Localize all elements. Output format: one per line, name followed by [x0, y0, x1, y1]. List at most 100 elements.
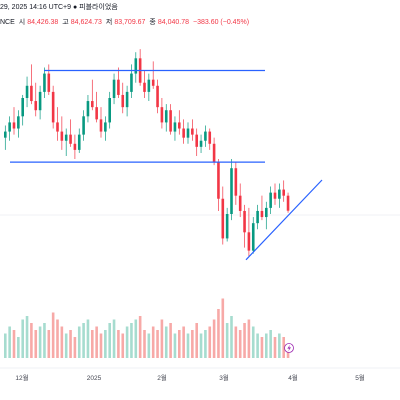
candle-body — [169, 110, 172, 132]
volume-bar — [182, 326, 185, 358]
candle-body — [104, 122, 107, 132]
volume-bar — [256, 333, 259, 358]
volume-bar — [217, 309, 220, 358]
candle-body — [112, 79, 116, 98]
candle-body — [64, 134, 68, 141]
candle-body — [191, 128, 194, 135]
lightning-icon[interactable] — [284, 343, 294, 353]
candle-body — [286, 195, 290, 211]
volume-bar — [8, 326, 11, 358]
trendline-rising-support[interactable] — [245, 179, 323, 261]
candle-body — [217, 162, 220, 199]
candle-body — [117, 79, 120, 95]
candle-body — [243, 210, 246, 233]
volume-bar — [234, 326, 238, 358]
volume-bar — [247, 319, 251, 358]
volume-bar — [160, 319, 164, 358]
volume-bar — [199, 333, 203, 358]
volume-bar — [125, 326, 129, 358]
candle-body — [173, 122, 177, 132]
volume-bar — [130, 323, 133, 358]
open-label: 시 — [18, 19, 26, 26]
volume-bar — [64, 333, 68, 358]
volume-bar — [51, 312, 55, 358]
volume-bar — [12, 330, 16, 358]
volume-bar — [273, 337, 277, 358]
volume-bar — [30, 323, 33, 358]
candle-body — [51, 91, 55, 123]
volume-bar — [82, 323, 85, 358]
candle-body — [125, 91, 129, 108]
volume-bar — [34, 330, 38, 358]
volume-bar — [99, 333, 103, 358]
low-label: 저 — [105, 19, 113, 26]
volume-bar — [191, 330, 194, 358]
candle-body — [182, 128, 185, 138]
candle-body — [269, 192, 272, 208]
candle-body — [251, 223, 255, 251]
volume-bar — [208, 326, 212, 358]
ohlc-legend: NCE 시 84,426.38 고 84,624.73 저 83,709.67 종 84… — [0, 17, 251, 27]
x-tick-label: 12월 — [15, 373, 28, 382]
change-value: −383.60 (−0.45%) — [192, 19, 250, 26]
candle-body — [38, 91, 42, 111]
volume-bar — [225, 323, 229, 358]
volume-bar — [108, 323, 111, 358]
volume-bar — [21, 319, 24, 358]
candle-body — [186, 128, 190, 138]
candle-body — [260, 210, 264, 218]
candle-body — [91, 101, 94, 108]
volume-bar — [47, 330, 51, 358]
candle-body — [278, 189, 281, 199]
candle-body — [230, 168, 233, 214]
datetime-label: 29, 2025 14:16 UTC+9 — [0, 4, 72, 11]
volume-bar — [38, 326, 42, 358]
volume-bar — [134, 319, 138, 358]
high-value: 84,624.73 — [70, 19, 102, 26]
x-tick-label: 4월 — [288, 373, 298, 382]
candle-body — [195, 134, 198, 147]
volume-bar — [86, 319, 90, 358]
volume-bar — [169, 323, 172, 358]
volume-bar — [212, 319, 216, 358]
volume-bar — [269, 330, 272, 358]
volume-bar — [138, 316, 142, 358]
volume-bar — [60, 326, 64, 358]
candle-body — [273, 192, 277, 199]
time-axis: 12월 2025 2월 3월 4월 5월 — [15, 373, 364, 382]
volume-bar — [69, 330, 72, 358]
candle-body — [73, 143, 77, 150]
volume-bar — [230, 316, 233, 358]
candle-body — [4, 131, 7, 138]
volume-bar — [260, 337, 264, 358]
volume-bar — [173, 333, 177, 358]
volume-bar — [95, 326, 98, 358]
x-tick-label: 5월 — [355, 373, 365, 382]
high-label: 고 — [62, 19, 69, 26]
candle-body — [121, 94, 125, 108]
candle-body — [21, 98, 24, 117]
close-label: 종 — [149, 19, 156, 26]
candle-body — [134, 58, 138, 74]
candle-body — [164, 110, 168, 123]
volume-bar — [195, 323, 198, 358]
candle-body — [69, 134, 72, 144]
candle-body — [234, 168, 238, 196]
candle-body — [160, 107, 164, 123]
candle-body — [247, 232, 251, 251]
volume-bar — [251, 326, 255, 358]
volume-bar — [178, 330, 181, 358]
candle-body — [8, 122, 11, 132]
volume-bar — [17, 337, 20, 358]
volume-layer — [4, 298, 290, 358]
volume-bar — [25, 316, 29, 358]
volume-bar — [143, 330, 146, 358]
low-value: 83,709.67 — [114, 19, 146, 26]
candle-body — [130, 73, 133, 92]
volume-bar — [112, 319, 116, 358]
volume-bar — [156, 330, 159, 358]
candle-body — [204, 131, 207, 141]
volume-bar — [43, 323, 46, 358]
volume-bar — [73, 337, 77, 358]
